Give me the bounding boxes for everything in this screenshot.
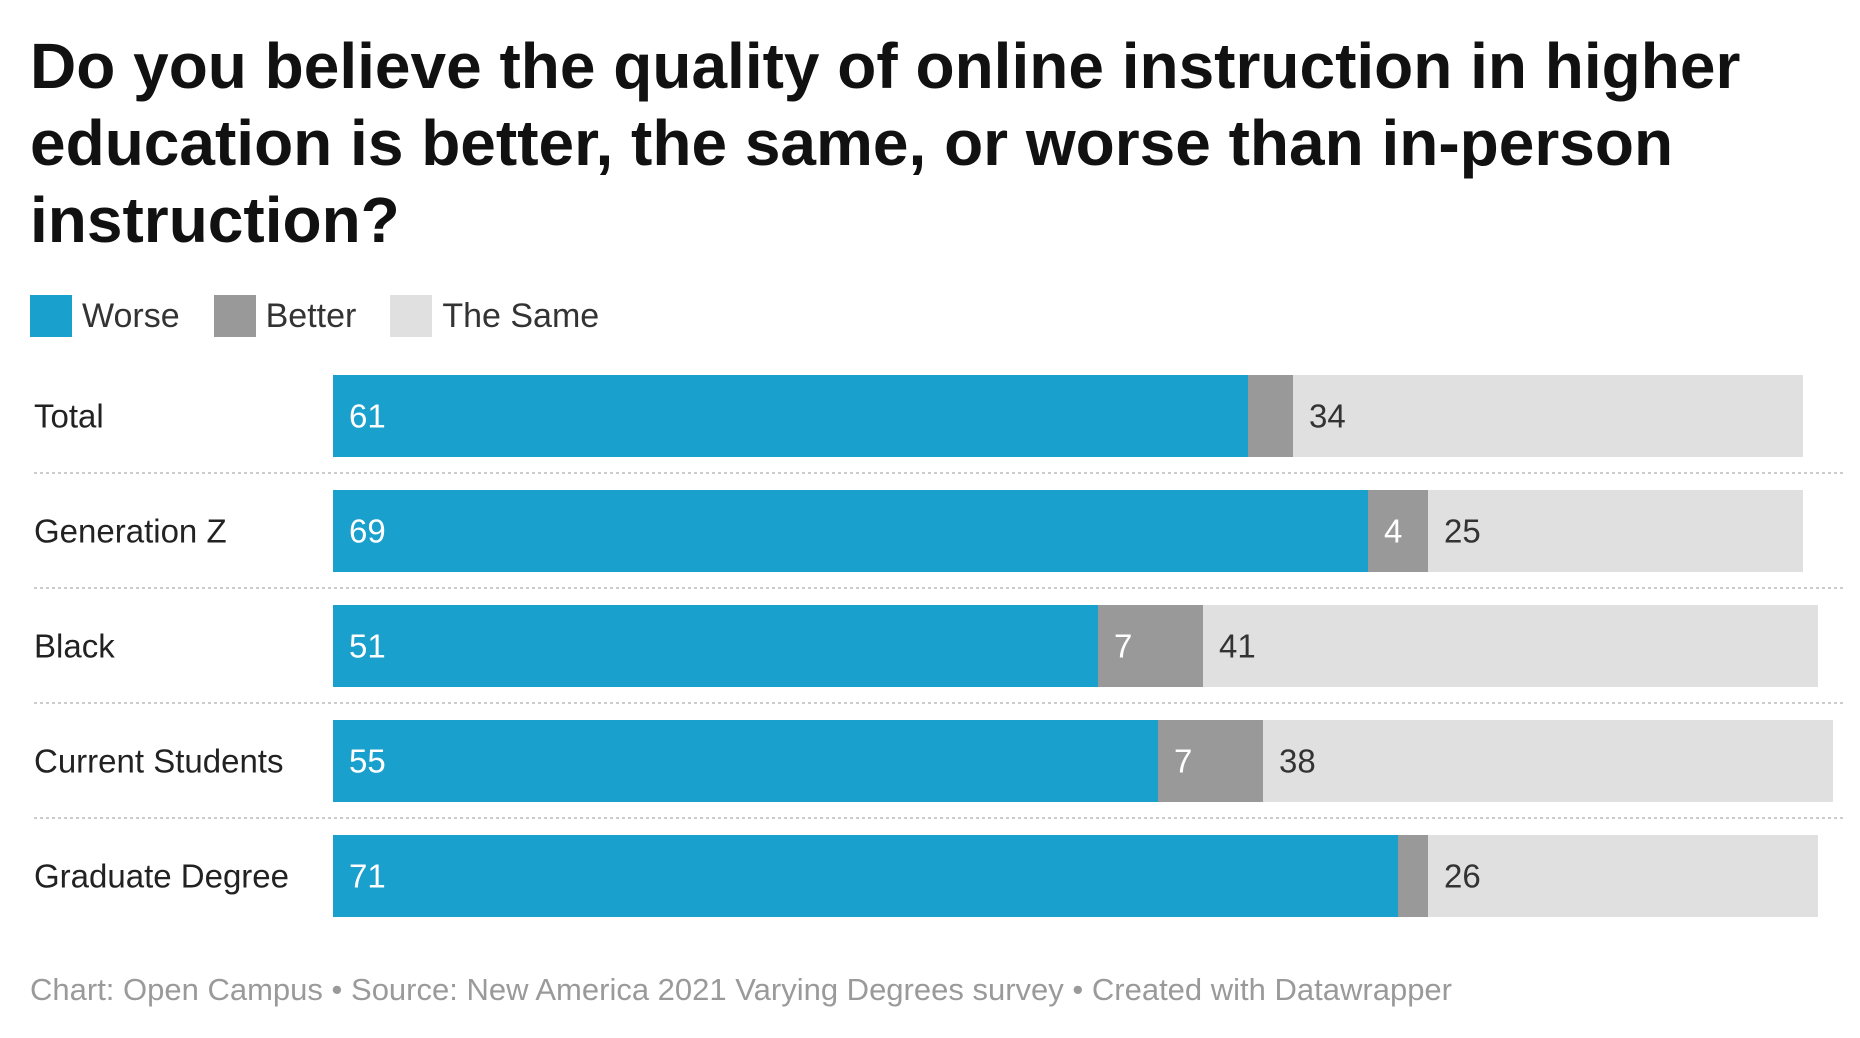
- data-label-same: 26: [1444, 858, 1481, 895]
- category-label: Graduate Degree: [34, 858, 289, 895]
- data-label-worse: 55: [349, 743, 386, 780]
- legend-label-better: Better: [265, 296, 357, 335]
- data-label-worse: 51: [349, 628, 386, 665]
- category-label: Generation Z: [34, 513, 227, 550]
- data-label-better: 7: [1174, 743, 1192, 780]
- footer-credit: Chart: Open Campus: [30, 972, 323, 1007]
- legend-swatch-worse: [30, 295, 72, 337]
- stacked-bar-chart: Total 61 34 Generation Z 69 4 25 Black 51 7 41 Curr…: [34, 375, 1846, 917]
- bar-segment-better: [1398, 835, 1428, 917]
- legend-item-worse: Worse: [30, 295, 180, 337]
- category-label: Current Students: [34, 743, 283, 780]
- data-label-worse: 61: [349, 398, 386, 435]
- bar-segment-worse: [333, 835, 1398, 917]
- data-label-same: 41: [1219, 628, 1256, 665]
- bar-segment-better: [1368, 490, 1428, 572]
- data-label-same: 34: [1309, 398, 1346, 435]
- data-label-same: 38: [1279, 743, 1316, 780]
- footer-separator-2: •: [1063, 972, 1092, 1007]
- chart-footer: Chart: Open Campus • Source: New America…: [30, 972, 1452, 1008]
- legend-swatch-better: [213, 295, 256, 337]
- data-label-better: 4: [1384, 513, 1402, 550]
- data-label-worse: 71: [349, 858, 386, 895]
- legend-item-same: The Same: [390, 295, 599, 337]
- footer-separator-1: •: [322, 972, 352, 1007]
- legend-label-worse: Worse: [82, 296, 180, 335]
- legend-item-better: Better: [213, 295, 357, 337]
- bar-segment-worse: [333, 375, 1248, 457]
- chart-legend: Worse Better The Same: [30, 295, 633, 337]
- legend-swatch-same: [390, 295, 433, 337]
- footer-tool: Created with Datawrapper: [1091, 972, 1452, 1007]
- bar-segment-better: [1248, 375, 1293, 457]
- bar-segment-same: [1293, 375, 1803, 457]
- bar-segment-worse: [333, 720, 1158, 802]
- bar-segment-better: [1098, 605, 1203, 687]
- bar-segment-same: [1428, 490, 1803, 572]
- chart-title: Do you believe the quality of online ins…: [30, 30, 1741, 256]
- data-label-worse: 69: [349, 513, 386, 550]
- category-label: Total: [34, 398, 104, 435]
- category-label: Black: [34, 628, 115, 665]
- data-label-better: 7: [1114, 628, 1132, 665]
- bar-segment-worse: [333, 490, 1368, 572]
- legend-label-same: The Same: [442, 296, 600, 335]
- bar-segment-better: [1158, 720, 1263, 802]
- bar-segment-same: [1263, 720, 1833, 802]
- bar-segment-worse: [333, 605, 1098, 687]
- footer-source: Source: New America 2021 Varying Degrees…: [351, 972, 1064, 1007]
- bar-segment-same: [1203, 605, 1818, 687]
- bar-segment-same: [1428, 835, 1818, 917]
- data-label-same: 25: [1444, 513, 1481, 550]
